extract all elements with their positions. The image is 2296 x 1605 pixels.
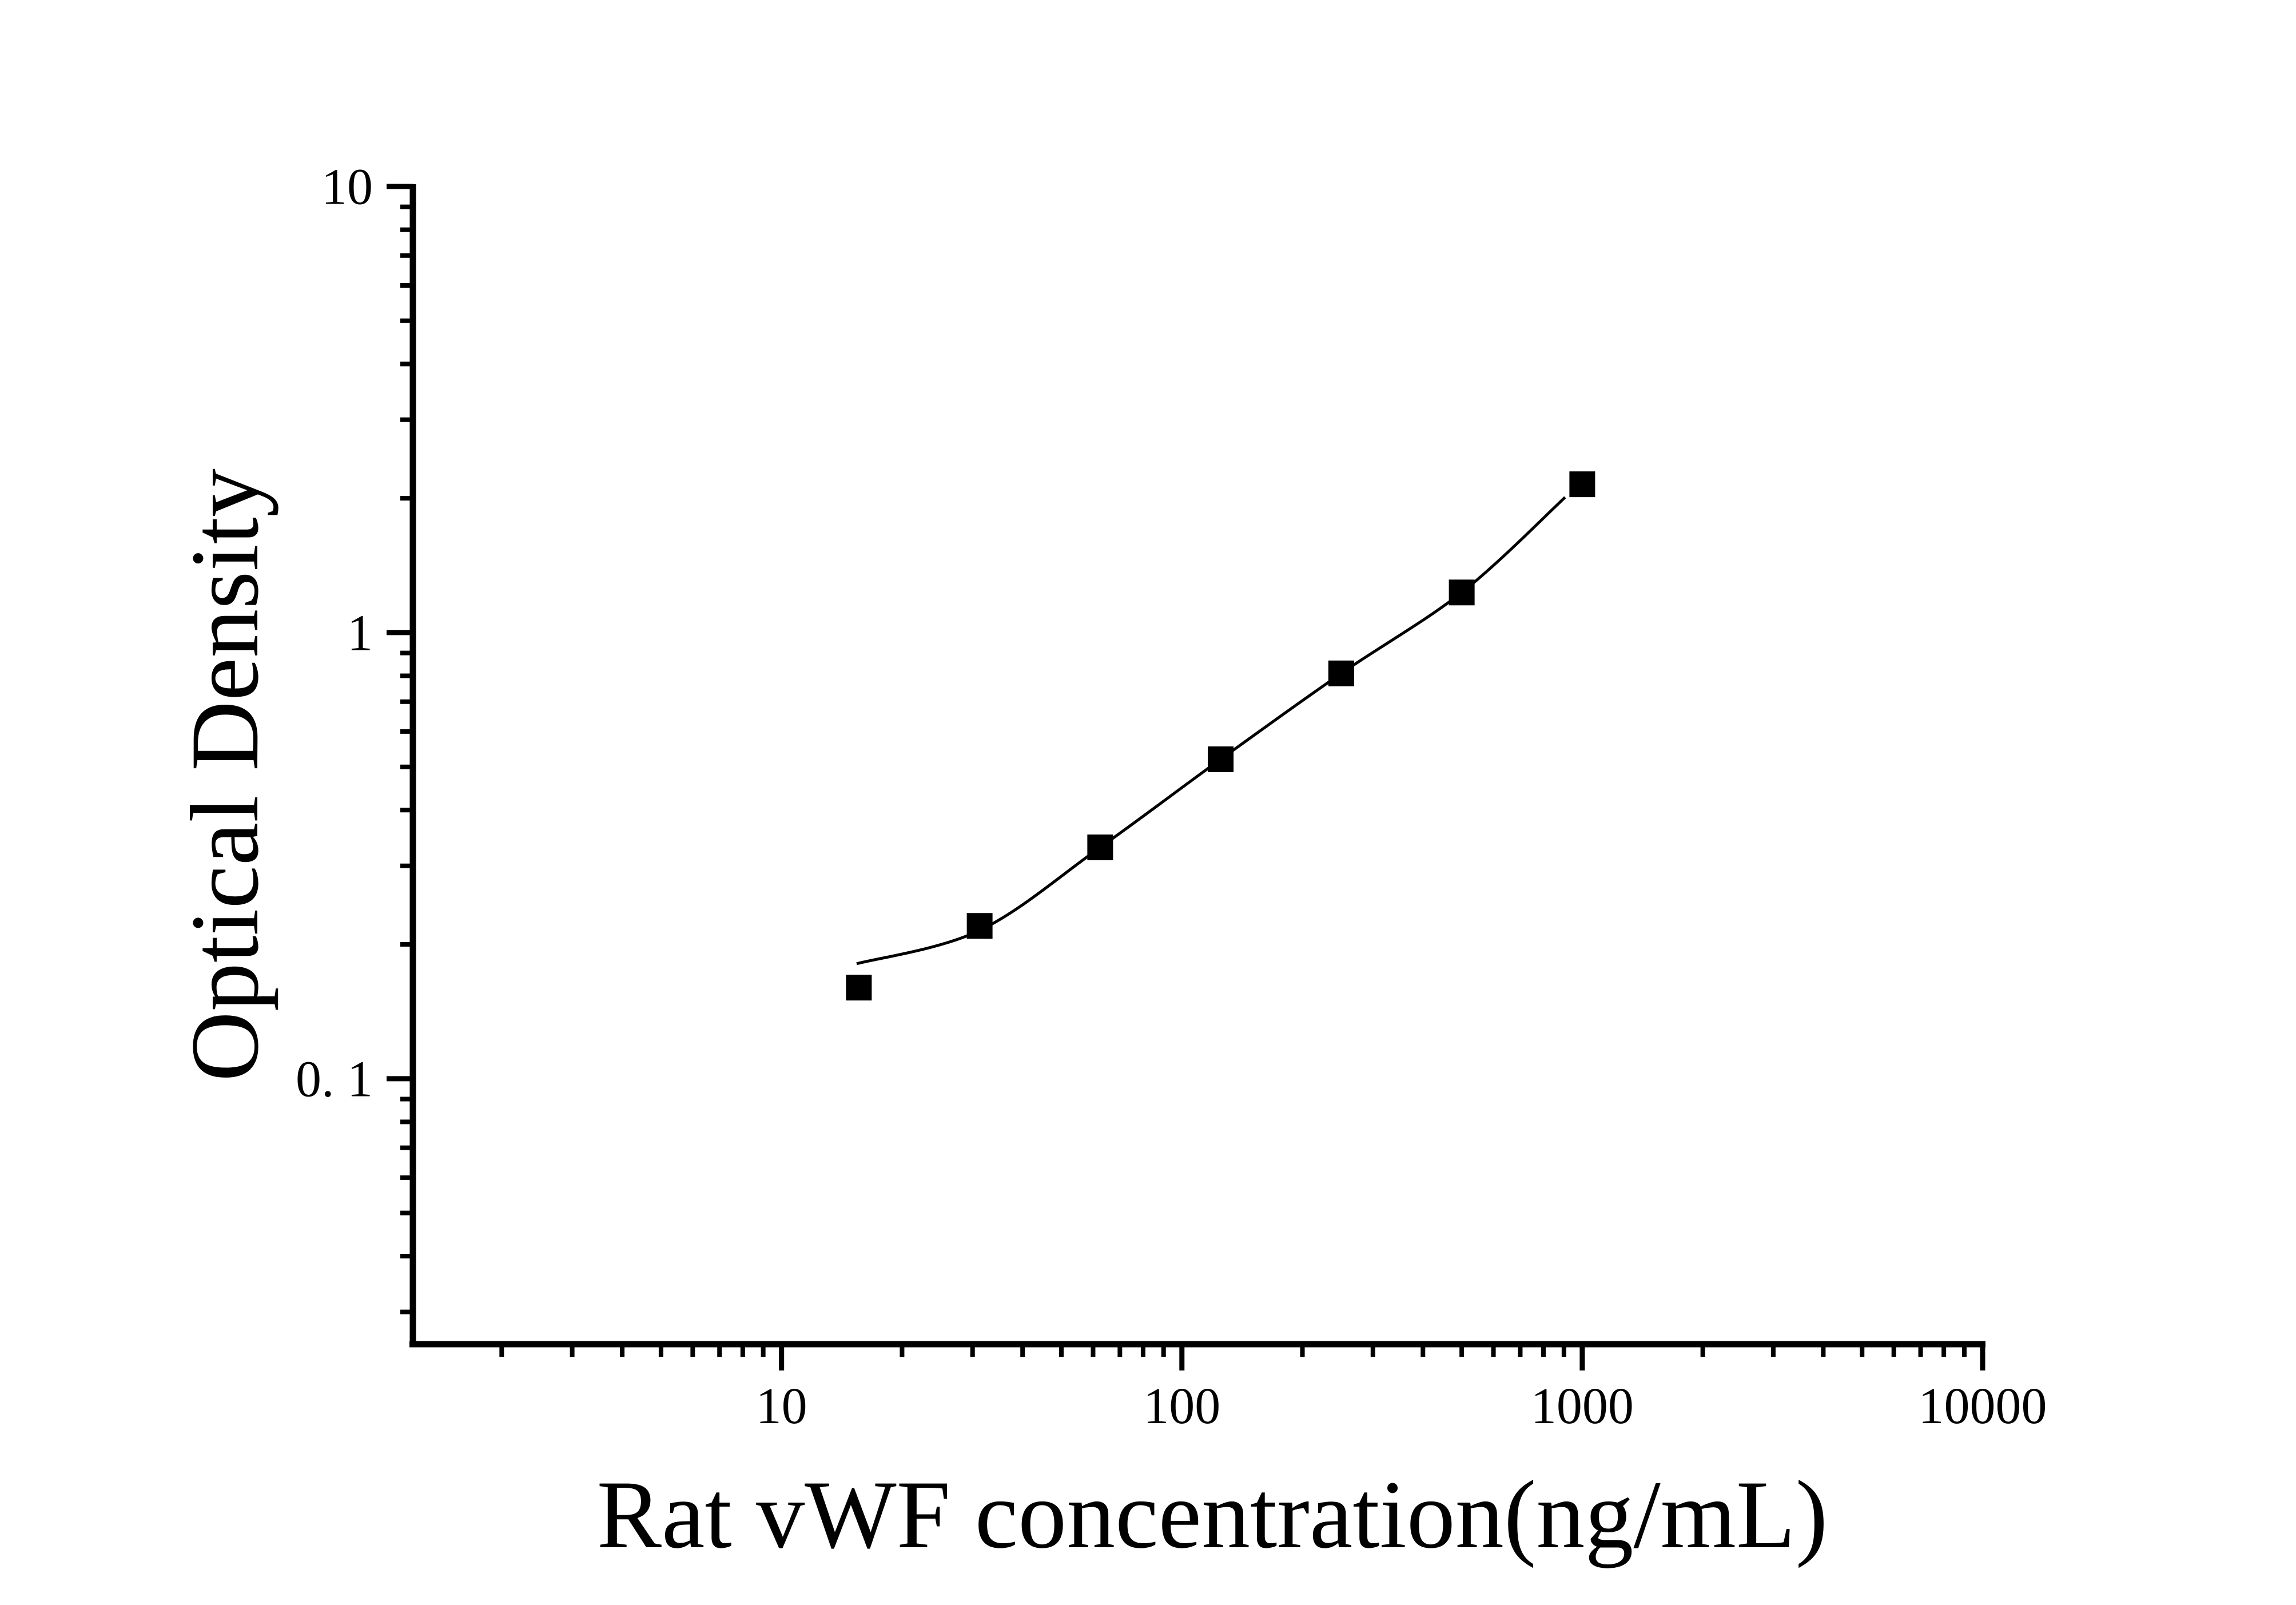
y-tick-label: 10 bbox=[321, 159, 373, 216]
x-tick-label: 1000 bbox=[1531, 1378, 1634, 1435]
data-point-marker bbox=[1328, 660, 1354, 686]
series-layer bbox=[846, 471, 1595, 1001]
y-tick-label: 1 bbox=[347, 605, 373, 662]
y-tick-label: 0. 1 bbox=[296, 1051, 373, 1107]
data-point-marker bbox=[1569, 471, 1595, 498]
data-point-marker bbox=[966, 913, 993, 939]
x-tick-label: 100 bbox=[1143, 1378, 1220, 1435]
fit-curve-line bbox=[856, 496, 1566, 966]
x-tick-label: 10 bbox=[756, 1378, 807, 1435]
ticks-layer bbox=[387, 184, 1985, 1370]
data-point-marker bbox=[846, 975, 872, 1001]
data-point-marker bbox=[1449, 579, 1475, 606]
x-tick-label: 10000 bbox=[1919, 1378, 2047, 1435]
data-point-marker bbox=[1087, 834, 1113, 860]
y-axis-title: Optical Density bbox=[171, 468, 278, 1082]
tick-labels-layer: 10 100 1000 10000 10 1 0. 1 bbox=[296, 159, 2047, 1435]
axes-layer bbox=[409, 184, 1985, 1348]
x-axis-title: Rat vWF concentration(ng/mL) bbox=[597, 1461, 1828, 1568]
data-point-marker bbox=[1208, 746, 1234, 772]
